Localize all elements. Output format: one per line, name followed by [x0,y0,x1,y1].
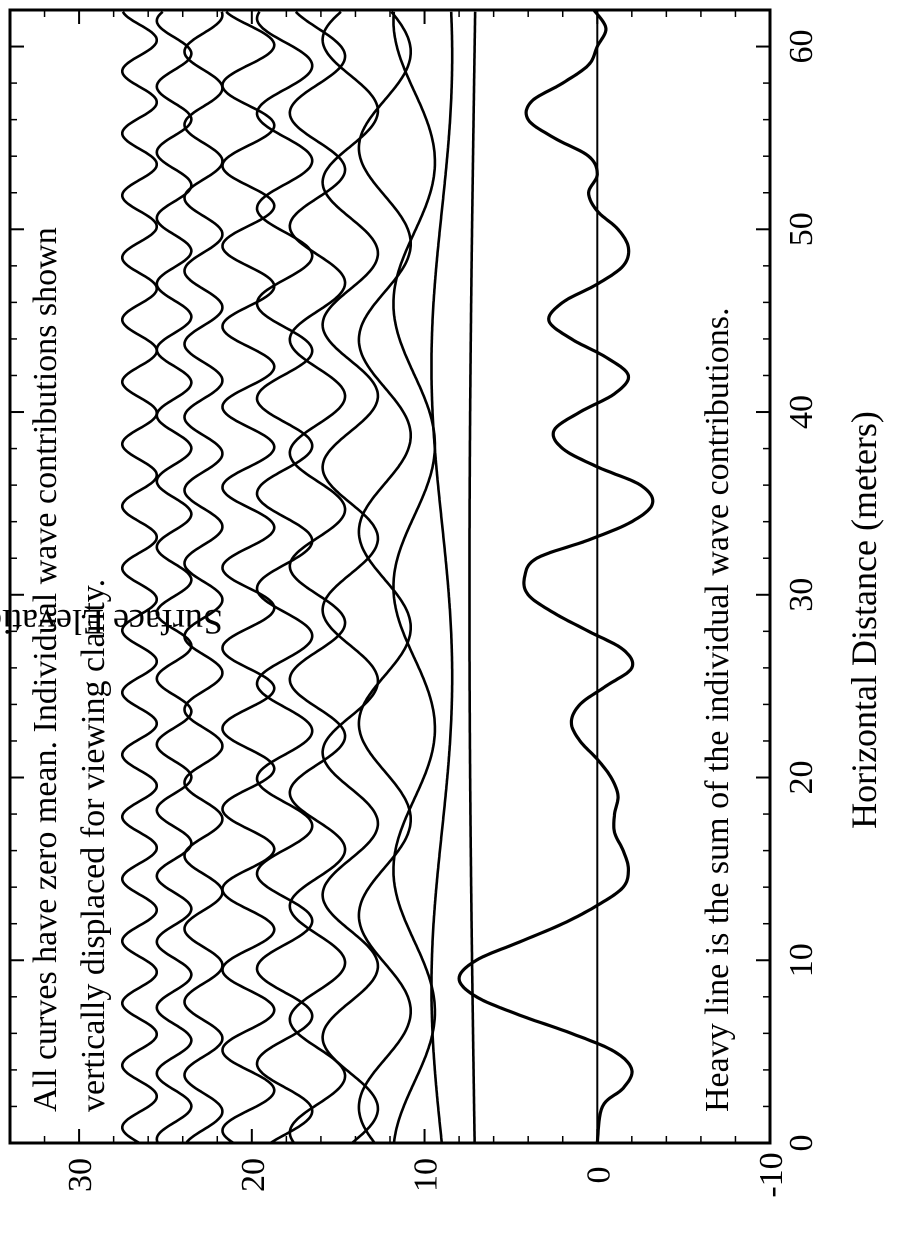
component-series-line [121,11,158,1145]
x-tick-label: 0 [783,1135,820,1152]
component-series-line [183,11,224,1144]
annotation-line-2: vertically displaced for viewing clarity… [75,579,112,1112]
y-axis-title: Surface Elevation (meters) [0,602,223,642]
axis-ticks [9,9,771,1144]
x-tick-label: 30 [783,578,820,612]
component-series-line [468,11,477,1143]
plot-area [8,8,772,1145]
plot-frame [8,8,772,1145]
x-tick-label: 20 [783,761,820,795]
x-axis-title: Horizontal Distance (meters) [844,411,884,829]
y-tick-label: 30 [62,1158,99,1192]
annotation-line-3: Heavy line is the sum of the individual … [699,307,736,1112]
series-lines [121,9,655,1145]
x-tick-label: 50 [783,212,820,246]
component-series-line [288,10,347,1144]
x-tick-label: 10 [783,943,820,977]
component-series-line [221,10,276,1145]
component-series-line [155,10,193,1144]
x-tick-label: 40 [783,395,820,429]
component-series-line [430,11,454,1144]
y-tick-label: -10 [753,1152,790,1197]
y-tick-label: 0 [580,1167,617,1184]
component-series-line [357,10,412,1144]
x-tick-label: 60 [783,30,820,64]
y-tick-label: 10 [408,1158,445,1192]
component-series-line [255,11,314,1145]
y-tick-label: 20 [235,1158,272,1192]
component-series-line [392,11,437,1144]
component-series-line [321,10,380,1145]
sum-series-line [457,9,655,1144]
annotation-line-1: All curves have zero mean. Individual wa… [27,227,64,1112]
